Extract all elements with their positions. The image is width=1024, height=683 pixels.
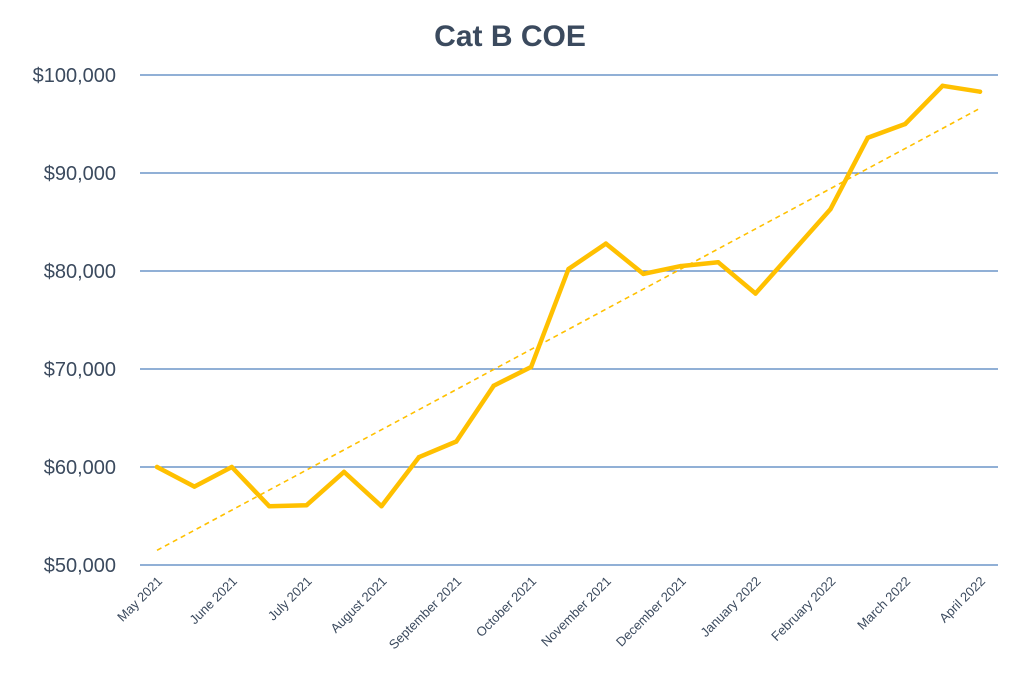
x-tick-label: April 2022 xyxy=(936,574,988,626)
trendline xyxy=(156,107,981,552)
gridlines xyxy=(140,74,998,566)
x-tick-label: August 2021 xyxy=(327,574,389,636)
data-point xyxy=(192,484,197,489)
x-tick-label: February 2022 xyxy=(768,574,838,644)
data-point xyxy=(304,503,309,508)
x-axis-ticks: May 2021 June 2021 July 2021 August 2021Sep… xyxy=(114,574,988,653)
data-point xyxy=(715,259,721,265)
data-point xyxy=(678,263,683,269)
data-point xyxy=(416,455,422,460)
x-tick-label: January 2022 xyxy=(697,574,763,640)
x-tick-label: September 2021 xyxy=(386,574,465,653)
series-group xyxy=(154,83,983,509)
x-tick-label: May 2021 xyxy=(114,574,165,625)
y-tick-label: $80,000 xyxy=(44,261,116,283)
y-tick-label: $90,000 xyxy=(44,163,116,185)
x-tick-label: March 2022 xyxy=(854,574,913,633)
data-point xyxy=(828,207,833,212)
data-point xyxy=(229,464,235,470)
y-tick-label: $70,000 xyxy=(44,359,116,381)
y-tick-label: $60,000 xyxy=(44,457,116,479)
data-point xyxy=(790,249,796,254)
series-line xyxy=(154,83,983,509)
x-tick-label: October 2021 xyxy=(473,574,539,640)
data-point xyxy=(454,439,459,444)
data-point xyxy=(753,291,758,296)
data-point xyxy=(379,504,384,509)
x-tick-label: December 2021 xyxy=(613,574,689,650)
data-point xyxy=(267,504,272,509)
data-point xyxy=(341,469,347,475)
x-tick-label: November 2021 xyxy=(538,574,614,650)
chart-title: Cat B COE xyxy=(434,20,586,53)
data-point xyxy=(902,121,908,127)
data-point xyxy=(865,135,870,140)
data-point xyxy=(528,364,534,370)
y-tick-label: $50,000 xyxy=(44,555,116,577)
trendline-group xyxy=(156,107,981,552)
y-tick-label: $100,000 xyxy=(33,65,116,87)
data-point xyxy=(566,266,571,272)
data-point xyxy=(977,89,983,94)
x-tick-label: June 2021 xyxy=(186,574,240,628)
y-axis-ticks: $50,000 $60,000 $70,000 $80,000 $90,000 $100,… xyxy=(33,65,116,577)
data-point xyxy=(603,241,609,246)
x-tick-label: July 2021 xyxy=(265,574,315,624)
data-point xyxy=(491,383,496,388)
data-point xyxy=(940,83,945,88)
data-point xyxy=(154,464,160,470)
data-point xyxy=(641,271,646,277)
